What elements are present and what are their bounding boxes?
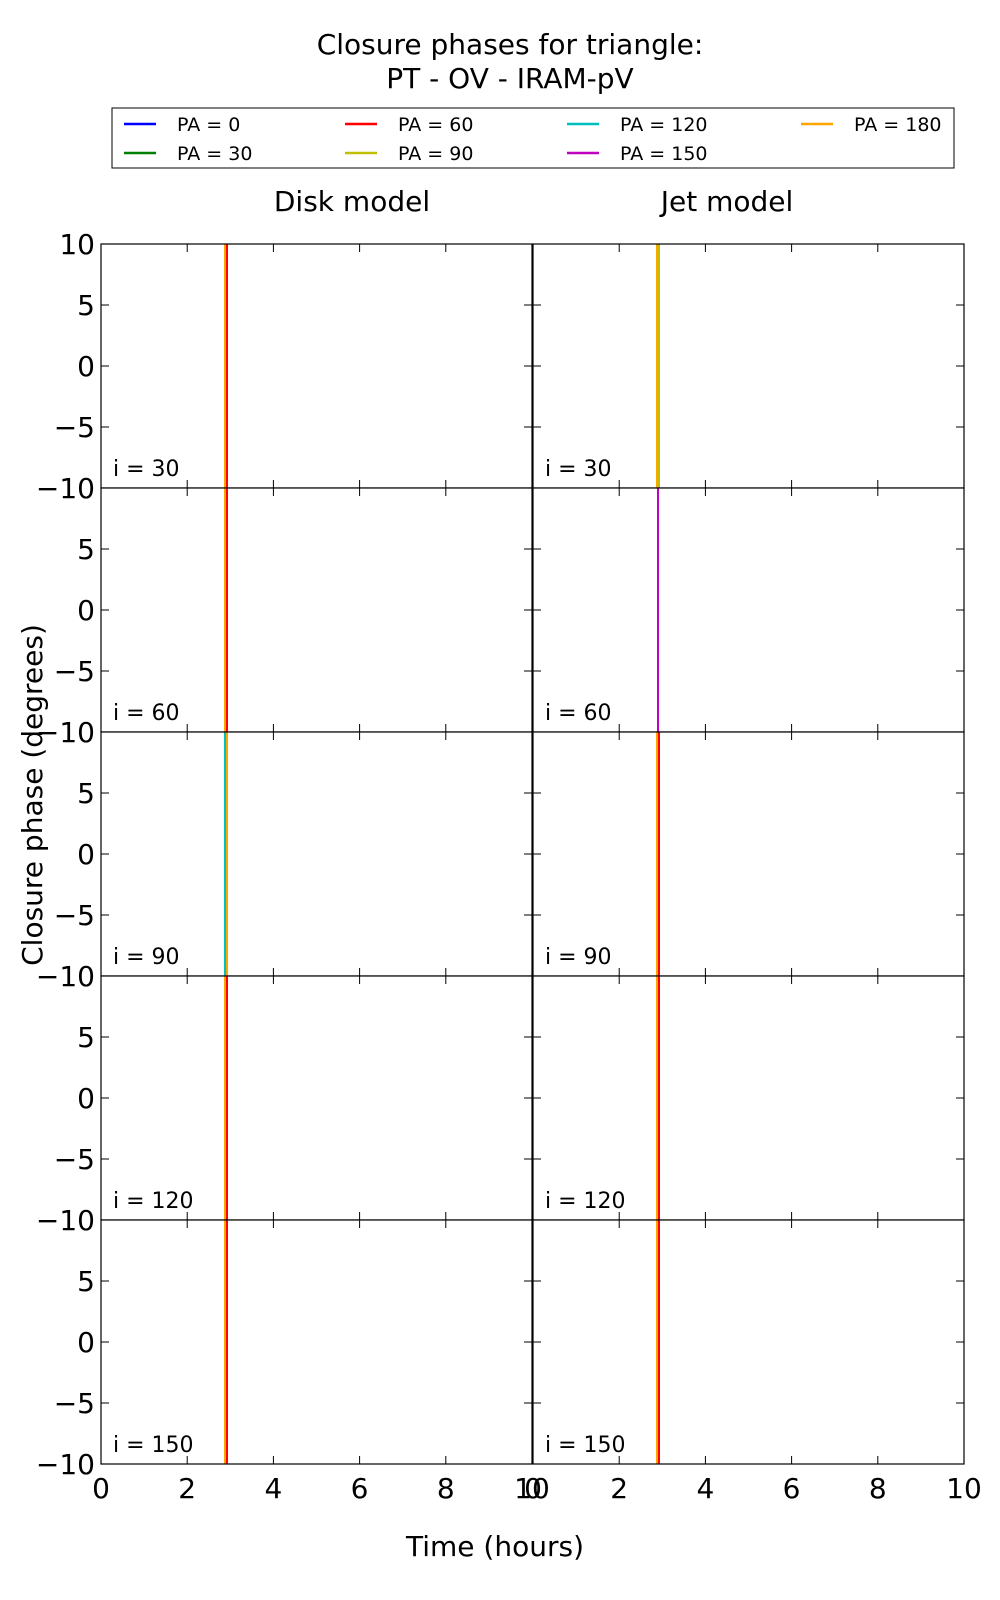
panel-inclination-label: i = 90 [113,945,180,970]
legend: PA = 0 PA = 30 PA = 60 PA = 90 PA = 120 PA = … [111,107,955,169]
y-tick-label: 5 [77,289,95,322]
legend-label: PA = 30 [177,143,252,165]
y-tick-label: −5 [54,411,95,444]
figure-title-line-1: Closure phases for triangle: [317,28,704,61]
x-tick-label: 0 [524,1472,542,1505]
y-tick-label: 5 [77,533,95,566]
y-tick-label: 0 [77,1082,95,1115]
panel-inclination-label: i = 90 [545,945,612,970]
panel-frame [532,1219,965,1465]
x-tick-label: 8 [437,1472,455,1505]
panel: i = 60 −10 −5 0 5 [36,487,533,749]
panel: i = 120 −10 −5 0 5 [36,975,533,1237]
panel-inclination-label: i = 30 [545,457,612,482]
y-axis-label: Closure phase (degrees) [16,624,49,966]
legend-label: PA = 120 [620,114,708,136]
x-axis-label: Time (hours) [405,1530,584,1563]
y-tick-label: 0 [77,594,95,627]
panel: i = 30 [532,243,965,489]
panel: i = 150 −10 −5 0 5 0 2 4 6 8 10 [36,1219,550,1505]
y-tick-label: 0 [77,838,95,871]
panel-inclination-label: i = 150 [113,1433,194,1458]
y-tick-label: 10 [59,228,95,261]
x-tick-label: 4 [696,1472,714,1505]
y-tick-label: −10 [36,716,95,749]
legend-label: PA = 60 [398,114,473,136]
legend-label: PA = 180 [854,114,942,136]
x-tick-label: 2 [178,1472,196,1505]
x-tick-label: 0 [92,1472,110,1505]
panel-background [101,1220,532,1464]
legend-label: PA = 150 [620,143,708,165]
y-tick-label: −10 [36,960,95,993]
y-tick-label: 0 [77,1326,95,1359]
legend-label: PA = 0 [177,114,240,136]
panel: i = 90 [532,731,965,977]
panel: i = 90 −10 −5 0 5 [36,731,533,993]
panel-background [533,976,964,1220]
panel-background [101,488,532,732]
panel-frame [100,1219,533,1465]
x-tick-label: 4 [264,1472,282,1505]
column-title-jet: Jet model [659,185,794,218]
y-tick-label: −10 [36,1448,95,1481]
panel-inclination-label: i = 60 [113,701,180,726]
panel-background [101,732,532,976]
panel-inclination-label: i = 150 [545,1433,626,1458]
panel-inclination-label: i = 30 [113,457,180,482]
panel-background [533,244,964,488]
panel: i = 60 [532,487,965,733]
panel-background [101,244,532,488]
y-tick-label: −5 [54,1143,95,1176]
y-tick-label: −5 [54,655,95,688]
figure-title-line-2: PT - OV - IRAM-pV [386,62,633,95]
panel: i = 30 −10 −5 0 5 10 [36,228,533,505]
panel-background [533,732,964,976]
y-tick-label: −5 [54,1387,95,1420]
legend-label: PA = 90 [398,143,473,165]
x-tick-label: 10 [946,1472,982,1505]
x-tick-label: 6 [351,1472,369,1505]
legend-box [111,107,955,169]
panel-inclination-label: i = 120 [113,1189,194,1214]
x-tick-label: 8 [869,1472,887,1505]
panel-background [101,976,532,1220]
y-tick-label: 5 [77,1265,95,1298]
panel-inclination-label: i = 120 [545,1189,626,1214]
x-tick-label: 2 [610,1472,628,1505]
panel-background [533,1220,964,1464]
y-tick-label: −10 [36,1204,95,1237]
y-tick-label: −5 [54,899,95,932]
panel: i = 120 [532,975,965,1221]
y-tick-label: 0 [77,350,95,383]
y-tick-label: 5 [77,1021,95,1054]
panel-inclination-label: i = 60 [545,701,612,726]
x-tick-label: 10 [514,1472,550,1505]
y-tick-label: −10 [36,472,95,505]
x-tick-label: 6 [783,1472,801,1505]
column-title-disk: Disk model [274,185,430,218]
panel-background [533,488,964,732]
y-tick-label: 5 [77,777,95,810]
